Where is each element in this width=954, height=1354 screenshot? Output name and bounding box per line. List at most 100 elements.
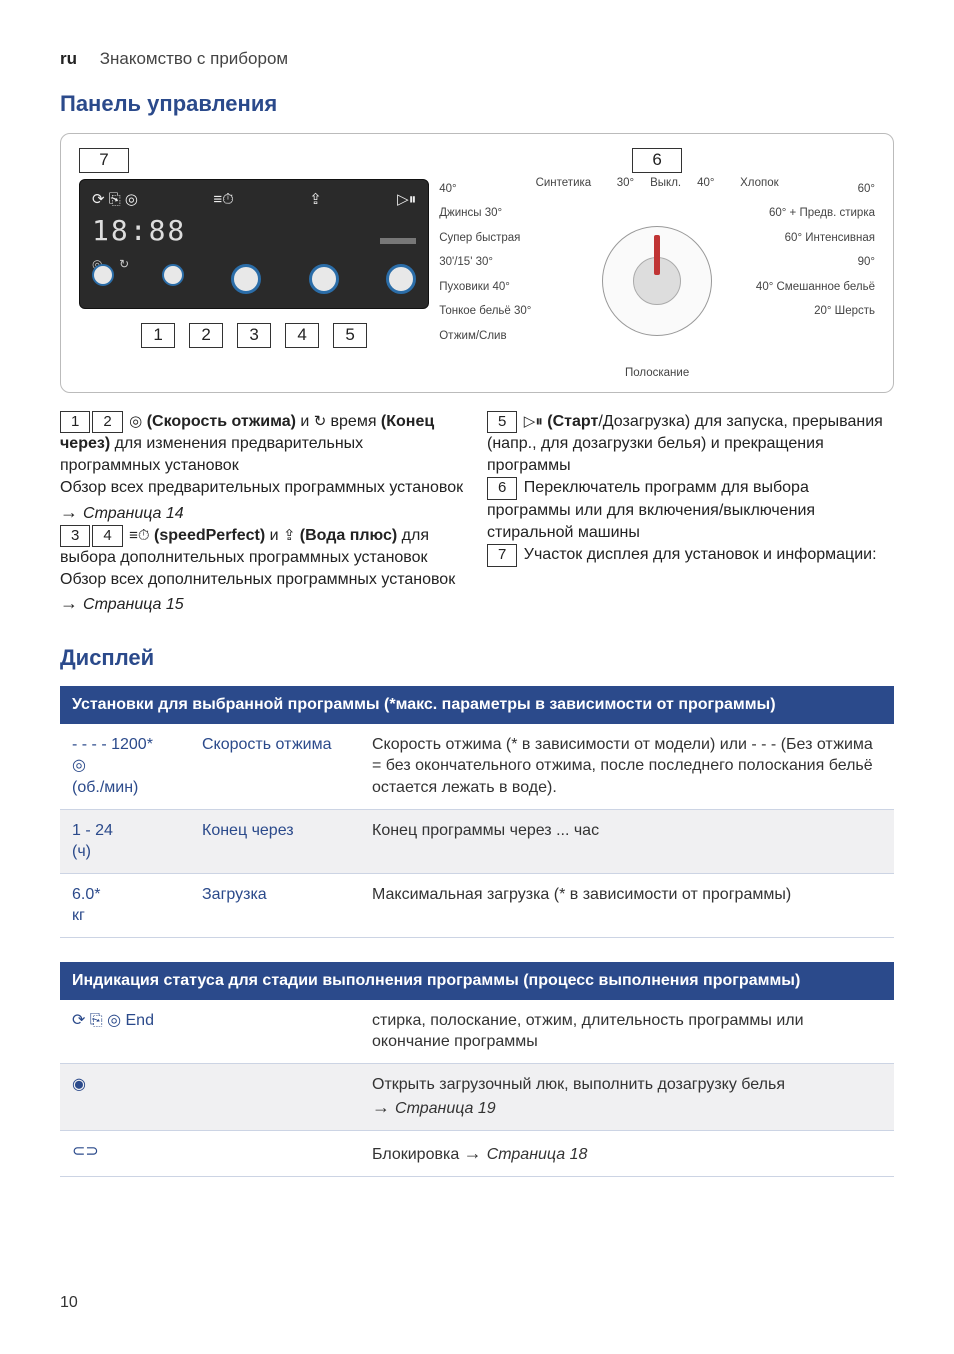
- speedperfect-icon: ≡⏱: [129, 527, 149, 544]
- legend-columns: 12 ◎ (Скорость отжима) и ↻ время (Конец …: [60, 411, 894, 617]
- legend-7: Участок дисплея для установок и информац…: [524, 546, 877, 563]
- prog-top-40: 40°: [697, 177, 714, 189]
- legend-callout-7: 7: [487, 544, 517, 567]
- prog-right-3: 90°: [756, 255, 875, 271]
- prog-top-row: Синтетика 30° Выкл. 40° Хлопок: [536, 176, 779, 192]
- segment-display: 18:88: [92, 212, 416, 250]
- legend-12-c: время: [331, 413, 381, 430]
- legend-34-e: Обзор всех дополнительных программных ус…: [60, 571, 455, 588]
- t2-r3-c2a: Блокировка: [372, 1146, 464, 1163]
- table2-header: Индикация статуса для стадии выполнения …: [60, 962, 894, 1000]
- arrow-icon: →: [372, 1097, 395, 1117]
- speed-icon: ≡⏱: [213, 190, 233, 210]
- prog-top-off: Выкл.: [650, 177, 681, 189]
- legend-left: 12 ◎ (Скорость отжима) и ↻ время (Конец …: [60, 411, 467, 617]
- legend-12-g: Страница 14: [83, 505, 184, 522]
- legend-right: 5 ▷⏸ (Старт/Дозагрузка) для запуска, пре…: [487, 411, 894, 617]
- legend-callout-5: 5: [487, 411, 517, 434]
- callout-3: 3: [237, 323, 271, 348]
- legend-12-b: и: [296, 413, 314, 430]
- status-table: Индикация статуса для стадии выполнения …: [60, 962, 894, 1177]
- legend-callout-6: 6: [487, 477, 517, 500]
- prog-left-6: Отжим/Слив: [439, 329, 531, 345]
- prog-bottom: Полоскание: [625, 366, 689, 382]
- waterplus-icon: ⇪: [283, 527, 300, 544]
- t1-r2-c1: 1 - 24 (ч): [60, 809, 190, 873]
- prog-left-5: Тонкое бельё 30°: [439, 304, 531, 320]
- callout-4: 4: [285, 323, 319, 348]
- legend-5-a: (Старт: [547, 413, 598, 430]
- t2-r3-c2b: Страница 18: [487, 1146, 588, 1163]
- t2-r1-c2: стирка, полоскание, отжим, длительность …: [360, 1000, 894, 1064]
- program-dial: [602, 226, 712, 336]
- t2-r3-c1: ⊂⊃: [60, 1130, 360, 1176]
- page-header: ru Знакомство с прибором: [60, 48, 894, 71]
- arrow-icon: →: [60, 593, 83, 613]
- t1-r3-c1: 6.0* кг: [60, 873, 190, 937]
- legend-callout-3: 3: [60, 525, 90, 548]
- legend-callout-4: 4: [92, 525, 122, 548]
- callout-5: 5: [333, 323, 367, 348]
- legend-34-b: и: [265, 527, 283, 544]
- callout-2: 2: [189, 323, 223, 348]
- spin-icon: ◎: [129, 413, 142, 430]
- display-panel: ⟳ ⎘ ◎ ≡⏱ ⇪ ▷⏸ 18:88 ◎ ↻: [79, 179, 429, 309]
- section-title-display: Дисплей: [60, 643, 894, 673]
- legend-callout-2: 2: [92, 411, 122, 434]
- legend-34-f: Страница 15: [83, 596, 184, 613]
- prog-left-list: 40° Джинсы 30° Супер быстрая 30'/15' 30°…: [439, 182, 531, 354]
- prog-right-5: 20° Шерсть: [756, 304, 875, 320]
- knob-3: [231, 264, 261, 294]
- section-title-control-panel: Панель управления: [60, 89, 894, 119]
- knob-1: [92, 264, 114, 286]
- callout-6: 6: [632, 148, 682, 173]
- prog-left-4: Пуховики 40°: [439, 280, 531, 296]
- t1-r1-c2: Скорость отжима: [190, 724, 360, 809]
- t1-r1-c1c: (об./мин): [72, 779, 138, 796]
- control-panel-diagram: 7 ⟳ ⎘ ◎ ≡⏱ ⇪ ▷⏸ 18:88 ◎ ↻ 1 2 3 4: [60, 133, 894, 393]
- t1-r3-c3: Максимальная загрузка (* в зависимости о…: [360, 873, 894, 937]
- callout-1: 1: [141, 323, 175, 348]
- t1-r1-c1: - - - - 1200* ◎ (об./мин): [60, 724, 190, 809]
- legend-12-a: (Скорость отжима): [147, 413, 296, 430]
- prog-top-30: 30°: [617, 177, 634, 189]
- t2-r2-c2: Открыть загрузочный люк, выполнить дозаг…: [360, 1063, 894, 1130]
- knob-4: [309, 264, 339, 294]
- t1-r2-c1c: (ч): [72, 843, 91, 860]
- legend-callout-1: 1: [60, 411, 90, 434]
- waterplus-icon: ⇪: [309, 190, 322, 210]
- t2-r2-c2b: Страница 19: [395, 1100, 496, 1117]
- prog-left-3: 30'/15' 30°: [439, 255, 531, 271]
- knob-2: [162, 264, 184, 286]
- breadcrumb: Знакомство с прибором: [100, 49, 288, 68]
- prog-right-2: 60° Интенсивная: [756, 231, 875, 247]
- arrow-icon: →: [464, 1143, 487, 1163]
- settings-table: Установки для выбранной программы (*макс…: [60, 686, 894, 938]
- legend-34-c: (Вода плюс): [300, 527, 397, 544]
- prog-right-4: 40° Смешанное бельё: [756, 280, 875, 296]
- t1-r2-c2: Конец через: [190, 809, 360, 873]
- prog-right-1: 60° + Предв. стирка: [756, 206, 875, 222]
- t2-r2-c2a: Открыть загрузочный люк, выполнить дозаг…: [372, 1076, 785, 1093]
- prog-right-0: 60°: [756, 182, 875, 198]
- t2-r3-c2: Блокировка → Страница 18: [360, 1130, 894, 1176]
- page-number: 10: [60, 1292, 78, 1314]
- legend-12-f: Обзор всех предварительных программных у…: [60, 479, 463, 496]
- t2-r2-c1: ◉: [60, 1063, 360, 1130]
- wash-icon: ⟳ ⎘ ◎: [92, 190, 138, 210]
- indicator-bar: [380, 238, 416, 244]
- legend-34-a: (speedPerfect): [154, 527, 265, 544]
- table1-header: Установки для выбранной программы (*макс…: [60, 686, 894, 724]
- t1-r2-c3: Конец программы через ... час: [360, 809, 894, 873]
- t1-r3-c2: Загрузка: [190, 873, 360, 937]
- start-pause-icon: ▷⏸: [524, 413, 543, 430]
- t2-r1-c1: ⟳ ⎘ ◎ End: [60, 1000, 360, 1064]
- legend-6: Переключатель программ для выбора програ…: [487, 479, 815, 541]
- prog-right-list: 60° 60° + Предв. стирка 60° Интенсивная …: [756, 182, 875, 329]
- t1-r2-c1a: 1 - 24: [72, 822, 113, 839]
- t1-r1-c1b: ◎: [72, 757, 86, 774]
- callout-7: 7: [79, 148, 129, 173]
- dial-center: [633, 257, 681, 305]
- prog-left-1: Джинсы 30°: [439, 206, 531, 222]
- t1-r1-c1a: - - - - 1200*: [72, 736, 153, 753]
